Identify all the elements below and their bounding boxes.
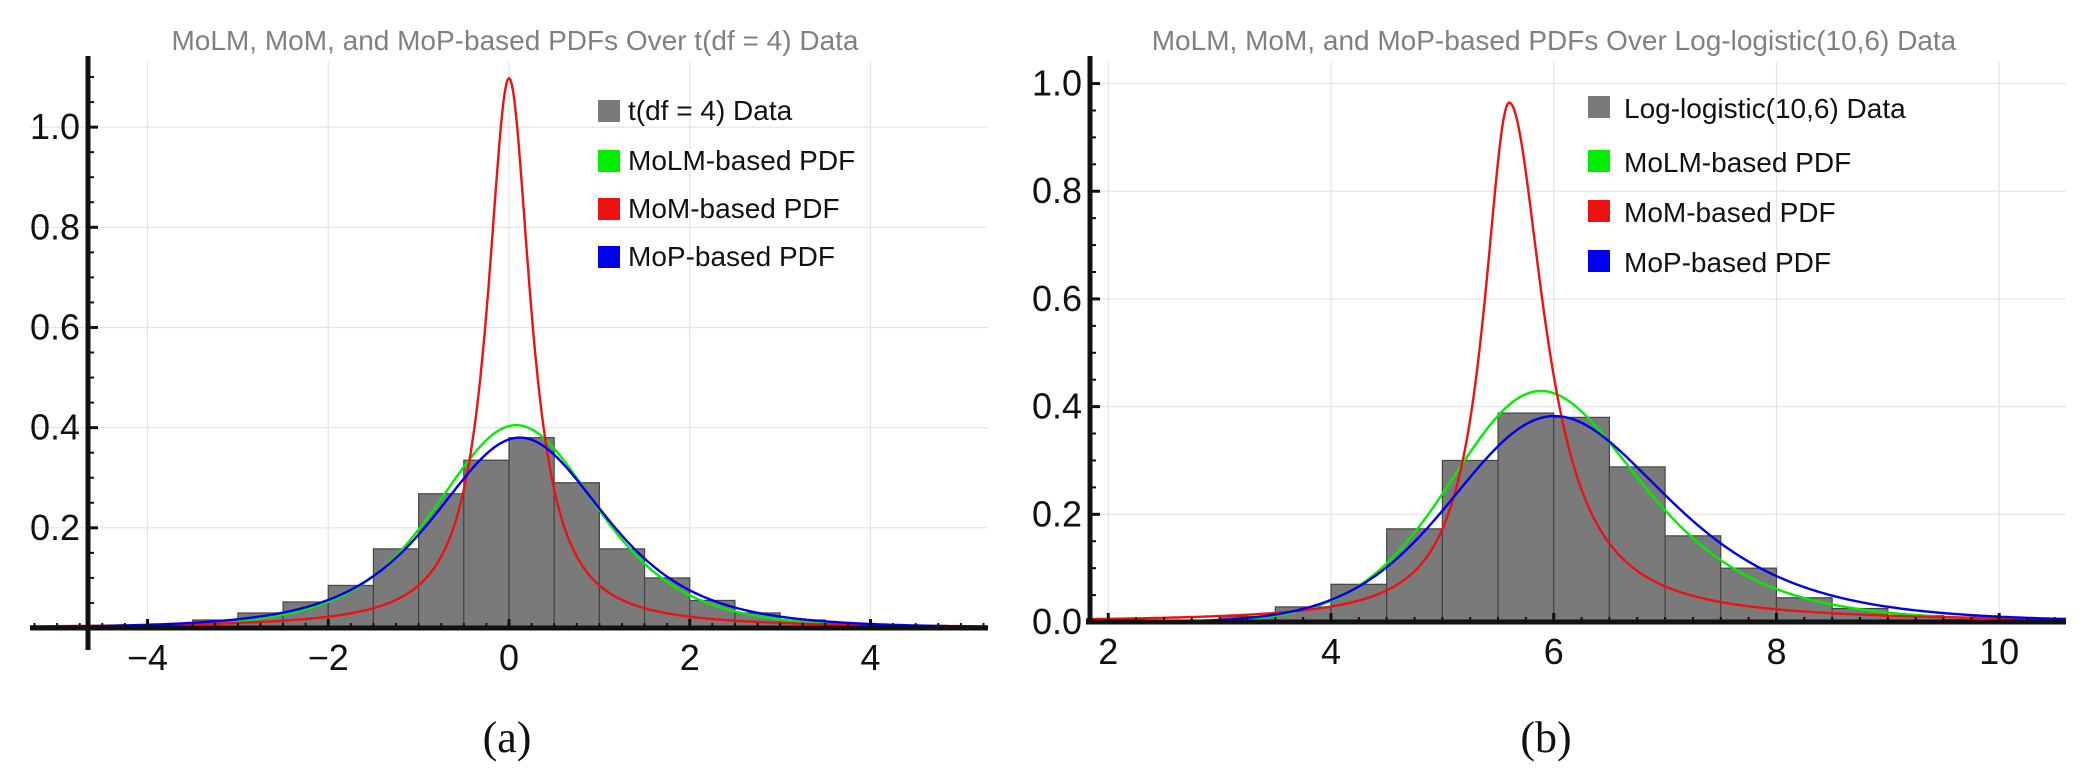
legend-label: MoLM-based PDF [1624,147,1851,178]
pdf-curve [29,76,989,628]
x-tick-label: 2 [680,637,700,678]
legend-swatch [598,100,620,122]
legend-swatch [1588,150,1610,172]
chart-title: MoLM, MoM, and MoP-based PDFs Over Log-l… [1152,25,1957,56]
x-tick-label: 8 [1766,631,1786,672]
x-tick-label: 2 [1098,631,1118,672]
y-tick-label: 0.4 [30,407,80,448]
legend-label: MoP-based PDF [628,241,835,272]
y-tick-label: 0.2 [1032,493,1082,534]
chart-panel-a: MoLM, MoM, and MoP-based PDFs Over t(df … [29,25,989,762]
y-tick-label: 0.8 [1032,170,1082,211]
y-tick-label: 0.6 [30,306,80,347]
x-tick-label: 6 [1544,631,1564,672]
histogram-bar [553,482,600,629]
histogram-bar [1608,466,1666,623]
histogram-bar [372,548,420,629]
x-tick-label: −2 [308,637,349,678]
x-tick-label: 10 [1979,631,2019,672]
histogram-bar [327,584,375,629]
legend-swatch [1588,96,1610,118]
legend-label: t(df = 4) Data [628,95,793,126]
pdf-curve [1086,414,2066,624]
y-tick-label: 0.0 [1032,601,1082,642]
legend-swatch [598,198,620,220]
histogram-bar [463,459,510,629]
legend-label: MoM-based PDF [628,193,840,224]
y-tick-label: 0.8 [30,206,80,247]
histogram-bar [1664,535,1722,623]
y-tick-label: 1.0 [30,106,80,147]
legend: Log-logistic(10,6) Data MoLM-based PDF M… [1588,93,1906,278]
x-tick-label: 0 [499,637,519,678]
y-tick-label: 0.2 [30,507,80,548]
legend-label: Log-logistic(10,6) Data [1624,93,1906,124]
histogram-bar [508,437,555,629]
pdf-curve [1086,101,2066,621]
pdf-curve [30,436,988,629]
histogram-bar [1330,583,1388,623]
x-tick-label: −4 [127,637,168,678]
legend-label: MoM-based PDF [1624,197,1836,228]
legend-swatch [598,246,620,268]
y-tick-label: 1.0 [1032,63,1082,104]
legend-label: MoLM-based PDF [628,145,855,176]
histogram-bar [1441,459,1499,623]
legend-label: MoP-based PDF [1624,247,1831,278]
legend-swatch [1588,250,1610,272]
legend-swatch [1588,200,1610,222]
caption-a: (a) [483,713,532,762]
legend-swatch [598,150,620,172]
y-tick-label: 0.6 [1032,278,1082,319]
x-tick-label: 4 [1321,631,1341,672]
chart-panel-b: MoLM, MoM, and MoP-based PDFs Over Log-l… [1032,25,2066,762]
x-tick-label: 4 [860,637,880,678]
y-tick-label: 0.4 [1032,386,1082,427]
caption-b: (b) [1520,713,1571,762]
legend: t(df = 4) Data MoLM-based PDF MoM-based … [598,95,855,272]
histogram-bar [598,548,646,629]
histogram-bar [1497,412,1555,623]
chart-title: MoLM, MoM, and MoP-based PDFs Over t(df … [171,25,858,56]
histogram-bar [1553,416,1611,623]
